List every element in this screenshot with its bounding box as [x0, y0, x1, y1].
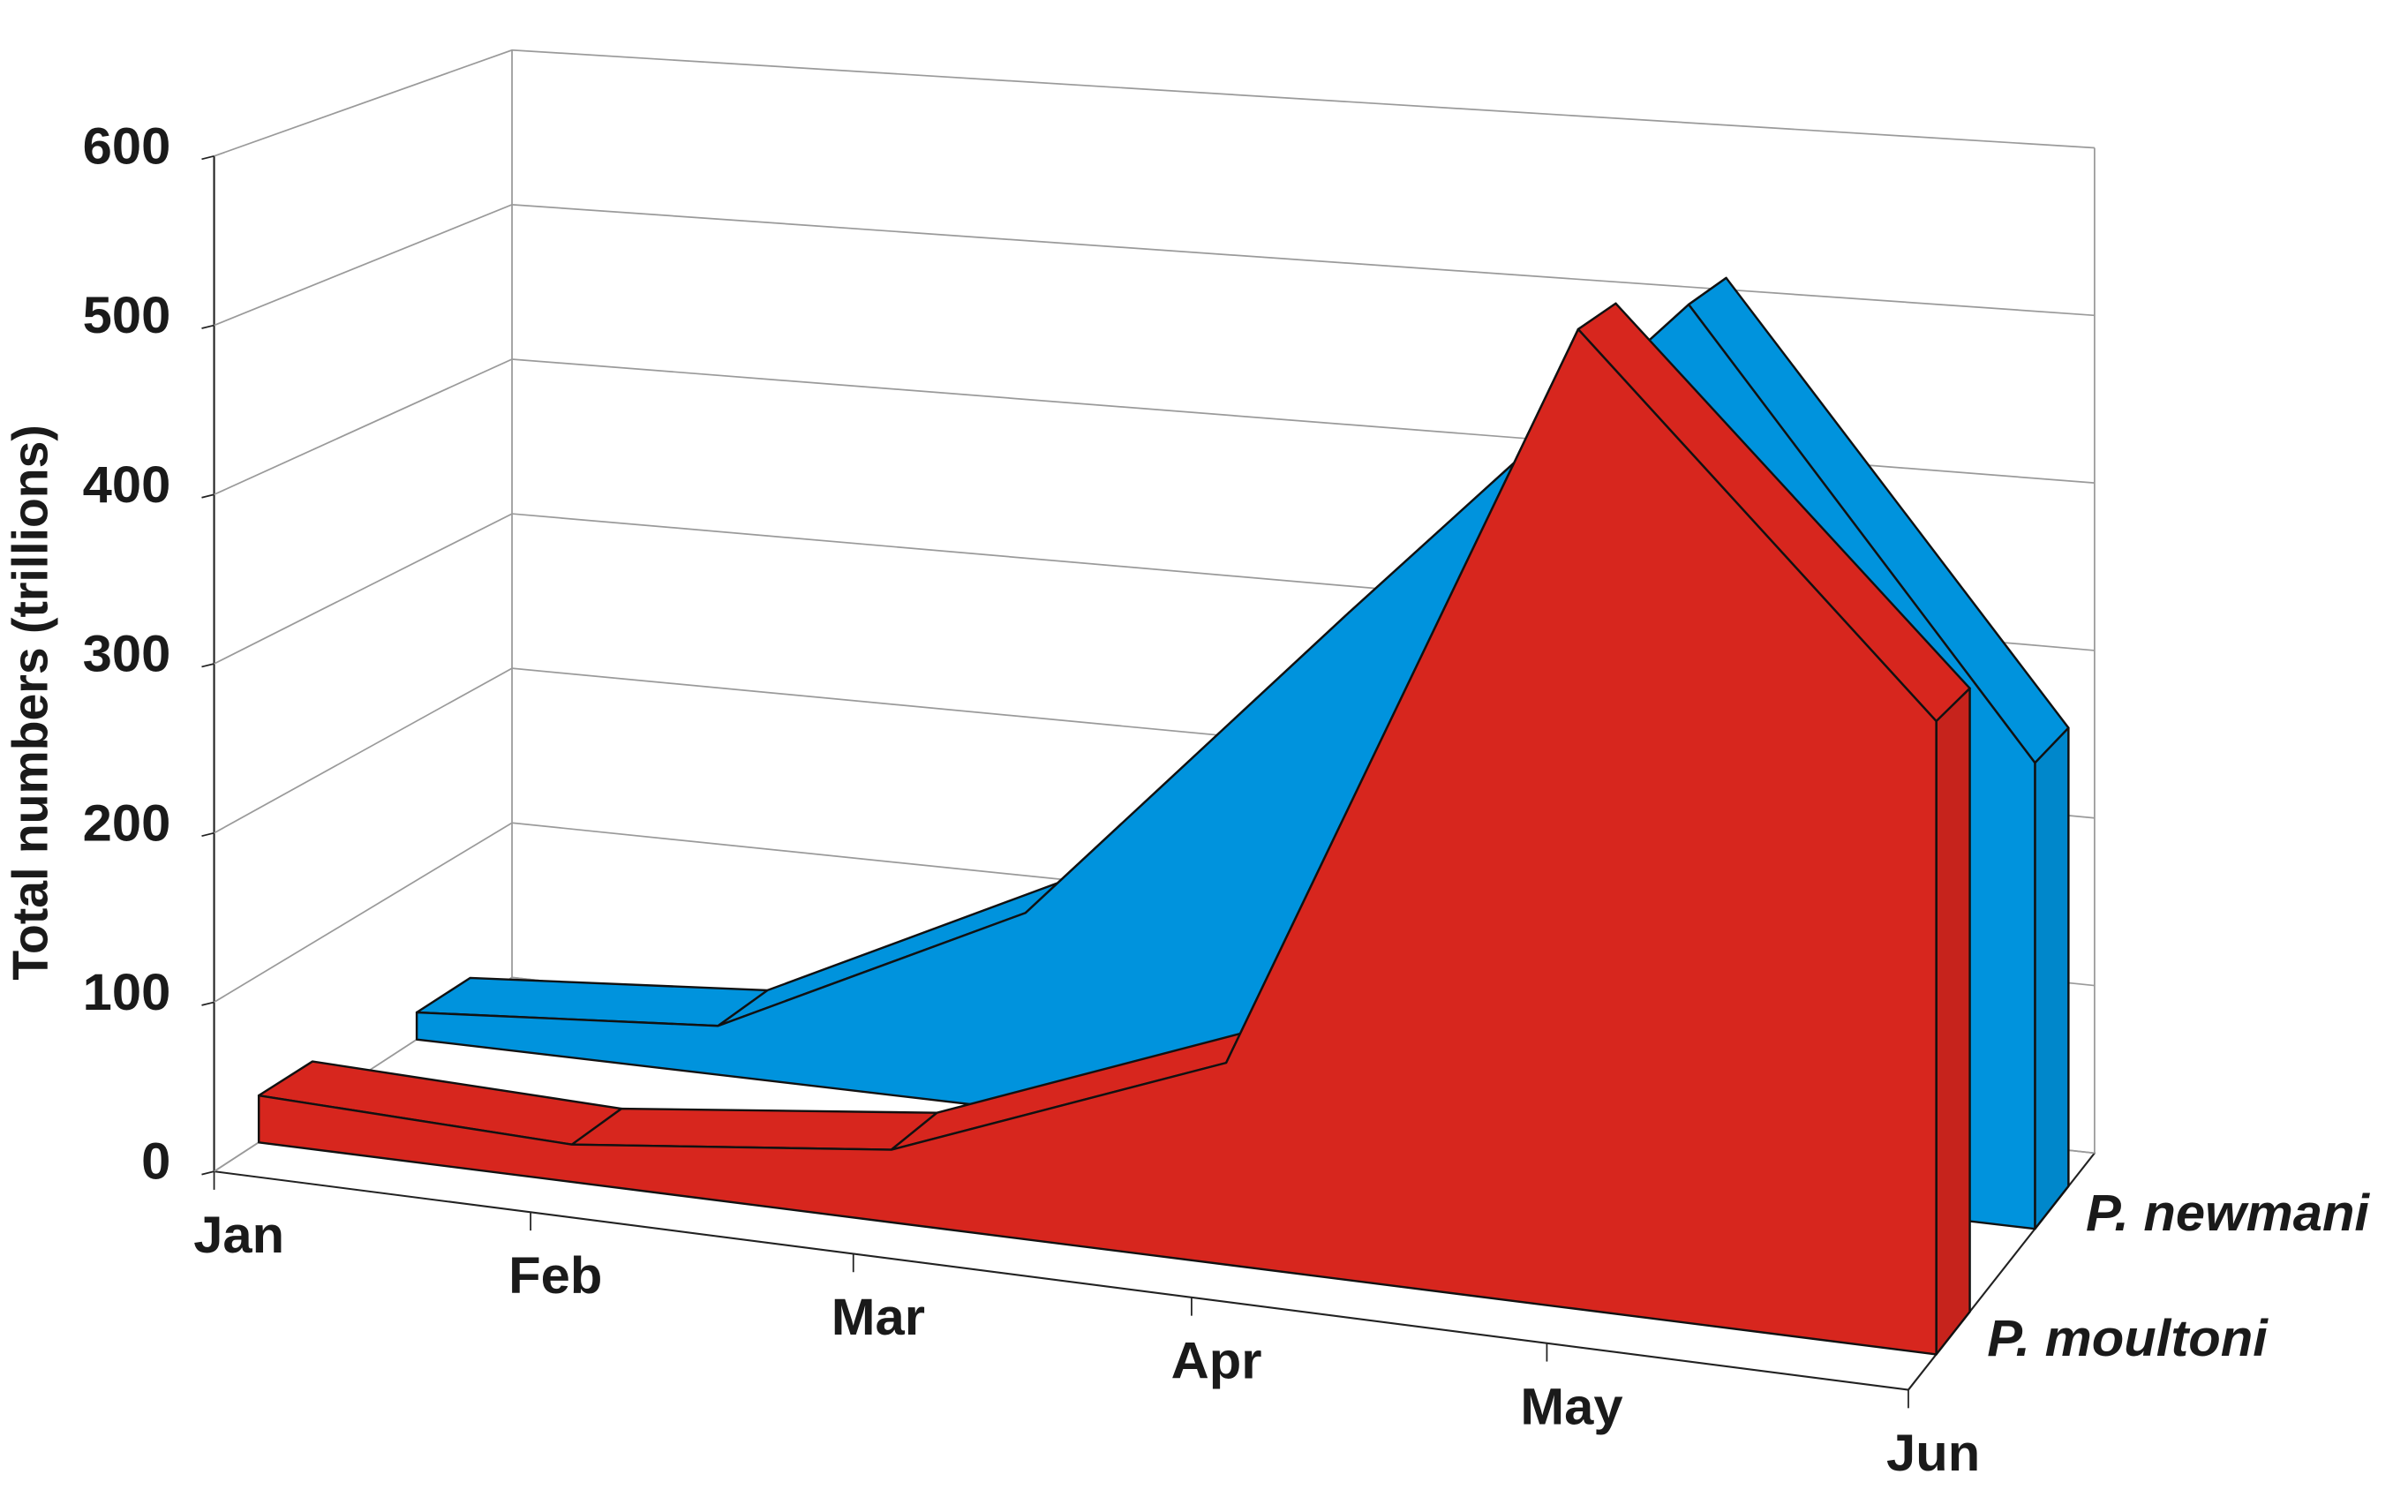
y-tick-label: 400	[83, 455, 171, 513]
y-tick-mark	[201, 831, 214, 838]
x-tick-label: Apr	[1171, 1331, 1262, 1389]
x-axis	[214, 1170, 1909, 1391]
area-end-face	[2034, 726, 2070, 1230]
y-tick-mark	[201, 1001, 214, 1006]
y-tick-label: 300	[83, 624, 171, 682]
area-end-face	[1935, 687, 1971, 1356]
area-front-face	[257, 327, 1938, 1356]
legend-label: P. moultoni	[1987, 1309, 2269, 1367]
y-tick-mark	[201, 663, 214, 668]
y-tick-label: 600	[83, 117, 171, 175]
legend-label: P. newmani	[2086, 1183, 2371, 1241]
grid-line	[214, 203, 2095, 327]
grid-line	[214, 49, 2095, 157]
plot-area: Total numbers (trillions) 0 100 200 300 400 5…	[2, 49, 2371, 1482]
y-tick-label: 500	[83, 286, 171, 344]
y-tick-label: 200	[83, 794, 171, 852]
y-axis-title: Total numbers (trillions)	[2, 425, 57, 980]
x-tick-label: May	[1520, 1377, 1622, 1435]
y-tick-mark	[201, 154, 214, 161]
x-tick-label: Mar	[832, 1288, 925, 1346]
x-tick-label: Jun	[1886, 1424, 1980, 1482]
y-tick-mark	[201, 493, 214, 499]
area-top-face	[570, 1107, 938, 1151]
x-tick-label: Feb	[508, 1245, 602, 1304]
y-tick-label: 0	[141, 1132, 170, 1190]
y-tick-label: 100	[83, 962, 171, 1020]
x-tick-label: Jan	[193, 1205, 284, 1263]
y-tick-mark	[201, 1170, 214, 1176]
y-tick-mark	[201, 324, 214, 329]
